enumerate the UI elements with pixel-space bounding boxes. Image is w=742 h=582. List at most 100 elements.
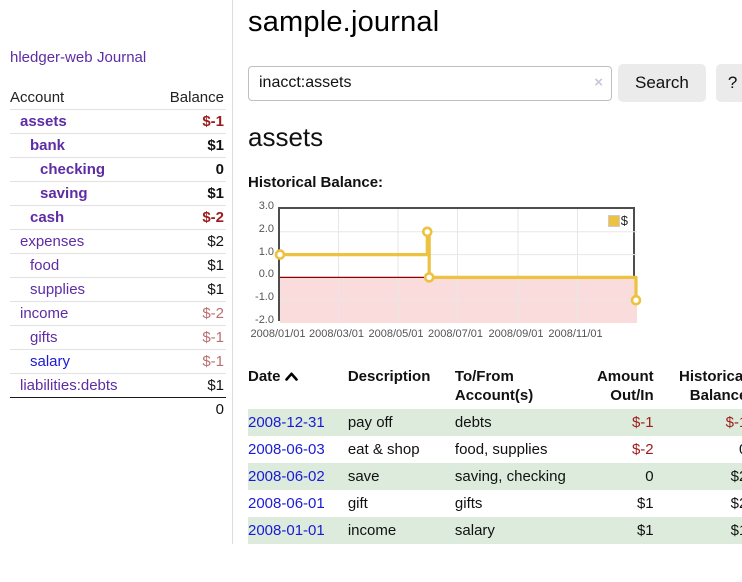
x-tick: 2008/01/01 (250, 328, 306, 340)
transaction-date-link[interactable]: 2008-01-01 (248, 522, 325, 539)
help-button[interactable]: ? (715, 64, 742, 102)
transaction-description: save (347, 468, 380, 485)
transaction-description: pay off (347, 414, 393, 431)
transaction-amount: $1 (636, 495, 654, 512)
x-tick: 2008/03/01 (308, 328, 365, 340)
account-link[interactable]: bank (30, 137, 66, 154)
sidebar-item-gifts[interactable]: gifts $-1 (10, 325, 226, 349)
transaction-date-link[interactable]: 2008-06-02 (248, 468, 325, 485)
transaction-balance: $2 (730, 495, 742, 512)
sidebar-item-bank[interactable]: bank $1 (10, 133, 226, 157)
register-row[interactable]: 2008-06-02 save saving, checking 0 $2 (248, 463, 742, 490)
transaction-accounts: food, supplies (454, 441, 548, 458)
x-tick: 2008/05/01 (368, 328, 424, 340)
transaction-date-link[interactable]: 2008-12-31 (248, 414, 325, 431)
account-link[interactable]: food (30, 257, 60, 274)
register-row[interactable]: 2008-06-01 gift gifts $1 $2 (248, 490, 742, 517)
main-content: sample.journal × Search ? assets Histori… (233, 0, 742, 544)
transaction-description: income (347, 522, 397, 539)
historical-balance-chart: 3.0 2.0 1.0 0.0 -1.0 -2.0 (248, 200, 728, 344)
brand-link[interactable]: hledger-web (10, 49, 93, 66)
transaction-balance: $-1 (725, 414, 742, 431)
register-row[interactable]: 2008-06-03 eat & shop food, supplies $-2… (248, 436, 742, 463)
account-link[interactable]: expenses (20, 233, 85, 250)
account-balance: $2 (207, 233, 224, 250)
column-header-description: Description (347, 368, 431, 385)
account-balance: $-1 (202, 353, 224, 370)
sidebar-item-food[interactable]: food $1 (10, 253, 226, 277)
column-header-date-label: Date (248, 368, 281, 385)
transaction-description: eat & shop (347, 441, 420, 458)
transaction-balance: $2 (730, 468, 742, 485)
register-row[interactable]: 2008-12-31 pay off debts $-1 $-1 (248, 409, 742, 436)
account-link[interactable]: cash (30, 209, 65, 226)
x-tick: 2008/07/01 (427, 328, 484, 340)
series-label: $ (620, 213, 628, 228)
account-balance: $-2 (202, 305, 224, 322)
account-balance: $1 (207, 185, 224, 202)
transaction-amount: $-1 (631, 414, 654, 431)
chart-legend: $ (607, 213, 628, 228)
sidebar-item-assets[interactable]: assets $-1 (10, 109, 226, 133)
transaction-balance: 0 (656, 436, 742, 463)
register-table: Date Description To/From Account(s) Amou… (248, 365, 742, 544)
transaction-description: gift (347, 495, 368, 512)
account-balance: 0 (215, 161, 224, 178)
column-header-date[interactable]: Date (248, 365, 348, 409)
sidebar-item-salary[interactable]: salary $-1 (10, 349, 226, 373)
account-link[interactable]: assets (20, 113, 67, 130)
chart-plot-area[interactable]: $ (274, 207, 642, 323)
sidebar-item-checking[interactable]: checking 0 (10, 157, 226, 181)
sidebar-item-expenses[interactable]: expenses $2 (10, 229, 226, 253)
sort-ascending-icon (284, 367, 298, 386)
chart-canvas (274, 209, 642, 323)
y-tick: 3.0 (258, 200, 274, 212)
accounts-header-account: Account (10, 88, 65, 106)
account-link[interactable]: gifts (30, 329, 58, 346)
page-title: sample.journal (248, 6, 440, 38)
clear-search-icon[interactable]: × (594, 73, 603, 91)
accounts-header-balance: Balance (169, 88, 224, 106)
accounts-total-value: 0 (215, 401, 224, 418)
column-header-amount: Amount Out/In (596, 368, 654, 404)
y-tick: -1.0 (255, 291, 274, 304)
x-tick: 2008/11/01 (548, 328, 603, 340)
series-color-swatch (607, 214, 620, 227)
account-link[interactable]: income (20, 305, 69, 322)
transaction-balance: $1 (730, 522, 742, 539)
transaction-accounts: debts (454, 414, 492, 431)
sidebar-item-supplies[interactable]: supplies $1 (10, 277, 226, 301)
sidebar-item-income[interactable]: income $-2 (10, 301, 226, 325)
accounts-total-row: 0 (10, 397, 226, 421)
account-link[interactable]: checking (40, 161, 106, 178)
sidebar: hledger-web Journal Account Balance asse… (0, 0, 233, 544)
account-link[interactable]: saving (40, 185, 88, 202)
sidebar-item-journal[interactable]: Journal (97, 49, 147, 66)
search-button[interactable]: Search (618, 64, 706, 102)
register-row[interactable]: 2008-01-01 income salary $1 $1 (248, 517, 742, 544)
column-header-accounts: To/From Account(s) (454, 368, 534, 404)
transaction-amount: $1 (636, 522, 654, 539)
transaction-date-link[interactable]: 2008-06-03 (248, 441, 325, 458)
data-point-markers (274, 226, 642, 306)
transaction-date-link[interactable]: 2008-06-01 (248, 495, 325, 512)
transaction-accounts: gifts (454, 495, 483, 512)
sidebar-item-cash[interactable]: cash $-2 (10, 205, 226, 229)
account-link[interactable]: supplies (30, 281, 86, 298)
account-balance: $1 (207, 377, 224, 394)
account-balance: $-1 (202, 113, 224, 130)
y-tick: -2.0 (255, 314, 274, 326)
sidebar-item-saving[interactable]: saving $1 (10, 181, 226, 205)
y-tick: 2.0 (258, 222, 274, 235)
transaction-amount: $-2 (631, 441, 654, 458)
transaction-amount: 0 (645, 468, 654, 485)
account-balance: $-2 (202, 209, 224, 226)
chart-title: Historical Balance: (248, 174, 384, 191)
page: hledger-web Journal Account Balance asse… (0, 0, 742, 544)
account-link[interactable]: salary (30, 353, 71, 370)
accounts-header: Account Balance (10, 85, 226, 109)
transaction-accounts: saving, checking (454, 468, 566, 485)
sidebar-item-liabilities-debts[interactable]: liabilities:debts $1 (10, 373, 226, 397)
search-input[interactable] (248, 65, 612, 101)
account-link[interactable]: liabilities:debts (20, 377, 118, 394)
